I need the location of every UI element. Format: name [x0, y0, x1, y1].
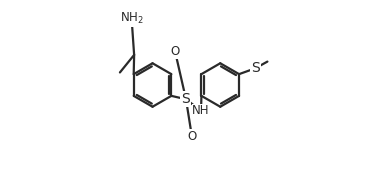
- Text: O: O: [187, 130, 197, 142]
- Text: S: S: [251, 61, 260, 75]
- Text: NH$_2$: NH$_2$: [120, 11, 144, 27]
- Text: NH: NH: [192, 104, 210, 117]
- Text: S: S: [182, 92, 190, 106]
- Text: O: O: [171, 45, 180, 58]
